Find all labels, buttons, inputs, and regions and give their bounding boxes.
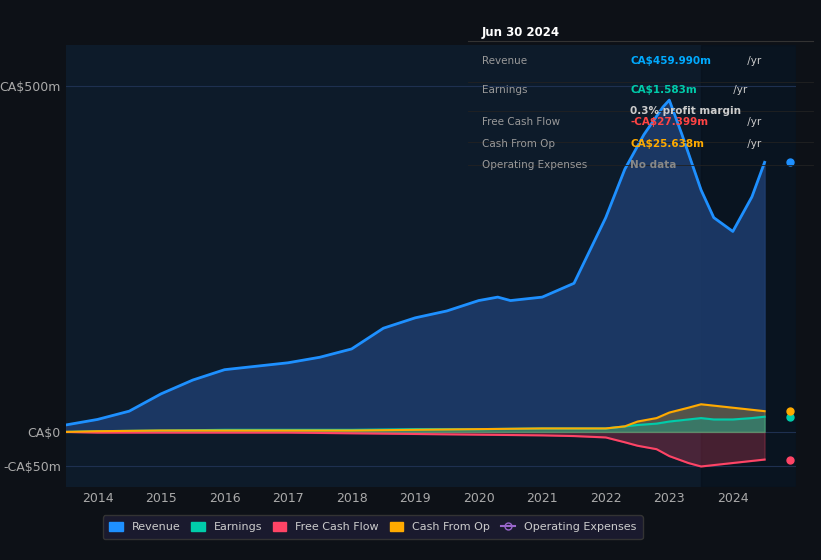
Text: Jun 30 2024: Jun 30 2024 (482, 26, 560, 39)
Text: Cash From Op: Cash From Op (482, 139, 555, 150)
Text: /yr: /yr (744, 116, 761, 127)
Text: Revenue: Revenue (482, 56, 527, 66)
Text: CA$459.990m: CA$459.990m (630, 56, 711, 66)
Text: CA$1.583m: CA$1.583m (630, 85, 697, 95)
Legend: Revenue, Earnings, Free Cash Flow, Cash From Op, Operating Expenses: Revenue, Earnings, Free Cash Flow, Cash … (103, 515, 643, 539)
Text: Earnings: Earnings (482, 85, 527, 95)
Text: No data: No data (630, 160, 677, 170)
Text: 0.3% profit margin: 0.3% profit margin (630, 106, 741, 116)
Text: /yr: /yr (730, 85, 747, 95)
Text: /yr: /yr (744, 139, 761, 150)
Text: CA$25.638m: CA$25.638m (630, 139, 704, 150)
Bar (701, 45, 796, 487)
Text: Operating Expenses: Operating Expenses (482, 160, 587, 170)
Text: /yr: /yr (744, 56, 761, 66)
Text: Free Cash Flow: Free Cash Flow (482, 116, 560, 127)
Text: -CA$27.399m: -CA$27.399m (630, 116, 709, 127)
